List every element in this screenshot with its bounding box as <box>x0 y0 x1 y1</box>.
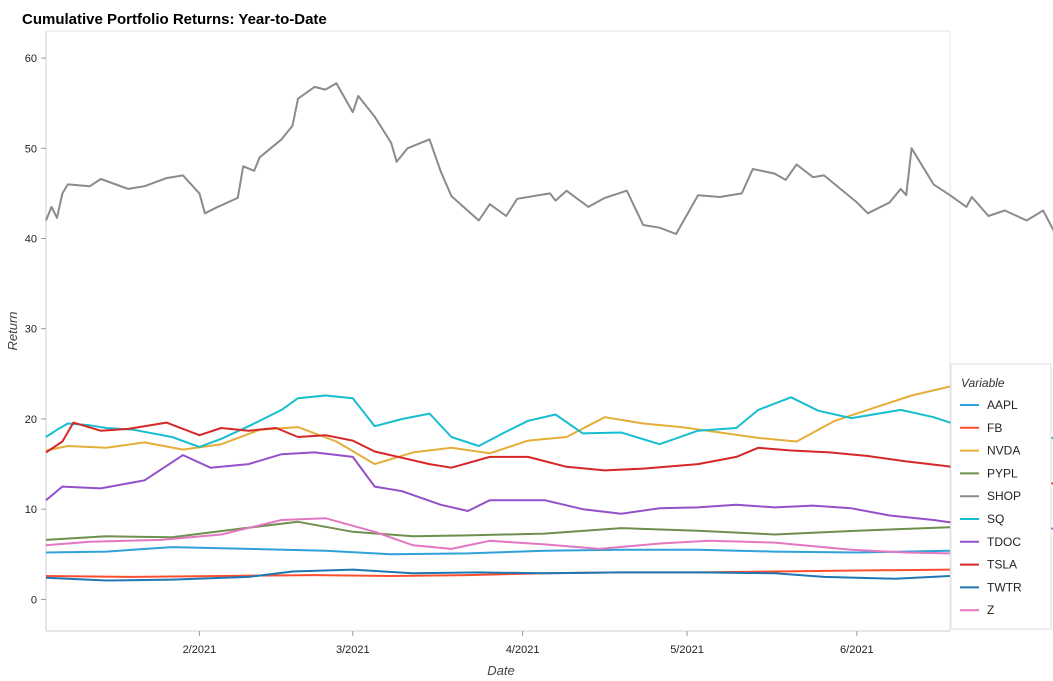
y-tick-label: 20 <box>25 414 37 426</box>
series-lines <box>45 82 1053 582</box>
legend-item-aapl[interactable]: AAPL <box>987 398 1018 412</box>
series-line-sq[interactable] <box>45 394 1053 453</box>
legend-item-tsla[interactable]: TSLA <box>987 558 1017 572</box>
y-tick-label: 30 <box>25 324 37 336</box>
legend-item-shop[interactable]: SHOP <box>987 489 1021 503</box>
x-tick-label: 3/2021 <box>336 644 370 656</box>
chart-title: Cumulative Portfolio Returns: Year-to-Da… <box>22 11 327 28</box>
y-axis-label: Return <box>5 311 20 350</box>
legend-item-z[interactable]: Z <box>987 603 994 617</box>
x-tick-label: 6/2021 <box>840 644 874 656</box>
x-tick-label: 4/2021 <box>506 644 540 656</box>
series-line-shop[interactable] <box>45 82 1053 235</box>
x-axis-ticks: 2/2021 3/2021 4/2021 5/2021 6/2021 <box>183 631 874 656</box>
x-tick-label: 2/2021 <box>183 644 217 656</box>
legend-title: Variable <box>961 376 1005 390</box>
legend-item-twtr[interactable]: TWTR <box>987 580 1022 594</box>
x-tick-label: 5/2021 <box>670 644 704 656</box>
x-axis-label: Date <box>487 663 514 678</box>
y-tick-label: 0 <box>31 594 37 606</box>
series-line-pypl[interactable] <box>45 520 951 541</box>
series-line-z[interactable] <box>45 517 951 555</box>
legend-item-fb[interactable]: FB <box>987 421 1002 435</box>
y-tick-label: 60 <box>25 53 37 65</box>
series-line-twtr[interactable] <box>45 568 951 582</box>
series-line-aapl[interactable] <box>45 546 951 556</box>
legend-item-nvda[interactable]: NVDA <box>987 444 1020 458</box>
series-line-nvda[interactable] <box>45 385 951 466</box>
y-tick-label: 40 <box>25 234 37 246</box>
legend-item-tdoc[interactable]: TDOC <box>987 535 1021 549</box>
y-tick-label: 50 <box>25 143 37 155</box>
plot-background <box>46 31 950 631</box>
legend: Variable AAPL FB NVDA PYPL SHOP SQ TDOC TSLA TWT… <box>950 363 1052 630</box>
y-tick-label: 10 <box>25 504 37 516</box>
plot-area[interactable] <box>45 30 951 632</box>
legend-item-pypl[interactable]: PYPL <box>987 466 1018 480</box>
series-line-fb[interactable] <box>45 568 951 578</box>
legend-item-sq[interactable]: SQ <box>987 512 1004 526</box>
series-line-tsla[interactable] <box>45 421 1053 485</box>
y-axis-ticks: 0 10 20 30 40 50 60 <box>25 53 46 606</box>
legend-items: AAPL FB NVDA PYPL SHOP SQ TDOC TSLA TWTR Z <box>960 398 1022 617</box>
series-line-tdoc[interactable] <box>45 451 1053 531</box>
